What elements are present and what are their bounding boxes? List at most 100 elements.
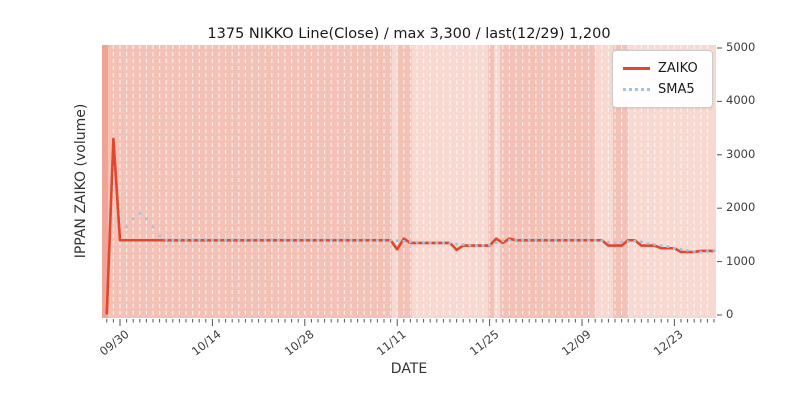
sma5-dot — [382, 238, 386, 242]
sma5-dot — [507, 238, 511, 242]
sma5-dot — [210, 238, 214, 242]
sma5-dot — [316, 238, 320, 242]
sma5-dot — [296, 238, 300, 242]
sma5-dot — [567, 238, 571, 242]
sma5-dot — [309, 238, 313, 242]
sma5-dot — [257, 238, 261, 242]
sma5-dot — [323, 238, 327, 242]
sma5-dot — [250, 238, 254, 242]
sma5-dot — [699, 250, 703, 254]
sma5-dot — [270, 238, 274, 242]
sma5-dot — [534, 238, 538, 242]
background-band-edge — [102, 45, 109, 318]
sma5-dot — [560, 238, 564, 242]
sma5-dot — [276, 238, 280, 242]
sma5-dot — [336, 238, 340, 242]
background-band-light — [391, 45, 398, 318]
sma5-dots-sample — [623, 88, 650, 91]
sma5-dot — [224, 238, 228, 242]
sma5-dot — [375, 238, 379, 242]
y-tick-label-3000: 3000 — [726, 146, 756, 161]
sma5-dot — [362, 238, 366, 242]
sma5-dot — [573, 238, 577, 242]
sma5-dot — [679, 247, 683, 251]
sma5-dot — [692, 249, 696, 253]
sma5-dot — [342, 238, 346, 242]
sma5-dot — [686, 248, 690, 252]
sma5-dot — [547, 238, 551, 242]
y-tick-label-1000: 1000 — [726, 253, 756, 268]
sma5-dot — [303, 238, 307, 242]
sma5-dot — [263, 238, 267, 242]
sma5-dot — [488, 243, 492, 247]
zaiko-line — [105, 137, 716, 315]
sma5-dot — [448, 241, 452, 245]
sma5-dot — [435, 241, 439, 245]
legend-item-sma5: SMA5 — [623, 79, 706, 100]
sma5-dot — [501, 239, 505, 243]
sma5-dot — [521, 238, 525, 242]
y-tick-label-4000: 4000 — [726, 93, 756, 108]
sma5-dot — [626, 240, 630, 244]
sma5-dot — [481, 243, 485, 247]
sma5-dot — [131, 217, 135, 221]
sma5-dot — [329, 238, 333, 242]
sma5-dot — [389, 238, 393, 242]
chart-title: 1375 NIKKO Line(Close) / max 3,300 / las… — [207, 26, 611, 42]
sma5-dot — [138, 212, 142, 216]
sma5-dot — [600, 239, 604, 243]
sma5-dot — [613, 241, 617, 245]
sma5-dot — [217, 238, 221, 242]
sma5-dot — [422, 240, 426, 244]
sma5-dot — [415, 240, 419, 244]
sma5-dot — [177, 238, 181, 242]
sma5-dot — [349, 238, 353, 242]
y-tick-label-5000: 5000 — [726, 40, 756, 54]
sma5-dot — [237, 238, 241, 242]
legend: ZAIKO SMA5 — [612, 50, 713, 108]
sma5-dot — [204, 238, 208, 242]
sma5-dot — [639, 240, 643, 244]
background-band-light — [595, 45, 614, 318]
sma5-dot — [514, 238, 518, 242]
sma5-dot — [659, 244, 663, 248]
sma5-dot — [474, 244, 478, 248]
background-band-medium — [613, 45, 629, 318]
sma5-dot — [587, 238, 591, 242]
sma5-dot — [527, 238, 531, 242]
sma5-dot — [184, 238, 188, 242]
background-band-medium — [488, 45, 495, 318]
sma5-dot — [646, 241, 650, 245]
sma5-dot — [290, 238, 294, 242]
sma5-dot — [455, 242, 459, 246]
sma5-dot — [125, 225, 129, 229]
sma5-dot — [554, 238, 558, 242]
sma5-dot — [633, 239, 637, 243]
background-band-light — [494, 45, 501, 318]
zaiko-line-sample — [623, 67, 650, 70]
y-tick-label-2000: 2000 — [726, 200, 756, 215]
sma5-dot — [395, 239, 399, 243]
background-band-medium — [397, 45, 412, 318]
sma5-dot — [230, 238, 234, 242]
sma5-dot — [712, 248, 716, 252]
sma5-dot — [580, 238, 584, 242]
sma5-dot — [191, 238, 195, 242]
sma5-dot — [428, 241, 432, 245]
sma5-dot — [356, 238, 360, 242]
sma5-dot — [441, 241, 445, 245]
sma5-dot — [653, 243, 657, 247]
sma5-dot — [666, 245, 670, 249]
legend-label-sma5: SMA5 — [658, 82, 695, 97]
x-axis-label: DATE — [390, 361, 428, 377]
legend-item-zaiko: ZAIKO — [623, 58, 706, 79]
legend-label-zaiko: ZAIKO — [658, 61, 698, 76]
sma5-dot — [672, 246, 676, 250]
sma5-dot — [468, 243, 472, 247]
sma5-dot — [144, 217, 148, 221]
sma5-dot — [461, 243, 465, 247]
sma5-dot — [494, 241, 498, 245]
sma5-dot — [283, 238, 287, 242]
